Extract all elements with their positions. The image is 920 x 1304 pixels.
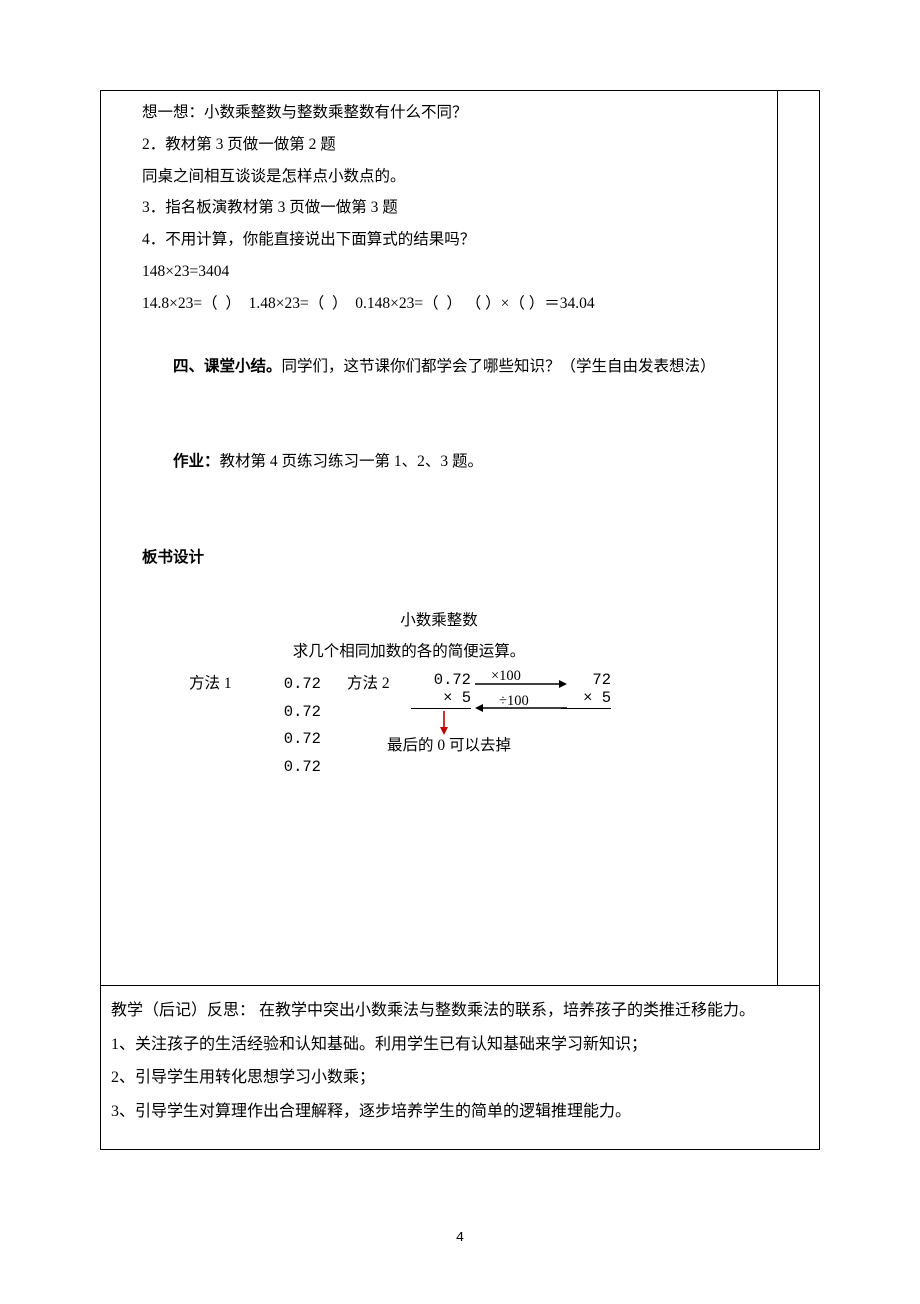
page-number: 4: [0, 1230, 920, 1246]
text-span: 同学们，这节课你们都学会了哪些知识？（学生自由发表想法）: [282, 358, 716, 375]
arrow-right-icon: [473, 677, 569, 691]
text-line: 作业：教材第 4 页练习练习一第 1、2、3 题。: [111, 415, 767, 510]
text-line: 148×23=3404: [111, 256, 767, 288]
methods-diagram: 方法 1 0.72 0.72 0.72 0.72 方法 2 0.72 × 5: [111, 671, 767, 931]
reflection-cell: 教学（后记）反思： 在教学中突出小数乘法与整数乘法的联系，培养孩子的类推迁移能力…: [101, 986, 820, 1149]
text-line: 4．不用计算，你能直接说出下面算式的结果吗？: [111, 224, 767, 256]
addend: 0.72: [271, 699, 321, 727]
reflection-line: 1、关注孩子的生活经验和认知基础。利用学生已有认知基础来学习新知识；: [111, 1028, 809, 1062]
side-margin-cell: [778, 91, 820, 986]
reflection-line: 3、引导学生对算理作出合理解释，逐步培养学生的简单的逻辑推理能力。: [111, 1095, 809, 1129]
text-line: 3．指名板演教材第 3 页做一做第 3 题: [111, 192, 767, 224]
arrow-left-icon: [473, 701, 569, 715]
addend: 0.72: [271, 726, 321, 754]
multiplicand: 0.72: [411, 671, 471, 689]
page: 想一想：小数乘整数与整数乘整数有什么不同？ 2．教材第 3 页做一做第 2 题 …: [0, 0, 920, 1304]
reflection-line: 教学（后记）反思： 在教学中突出小数乘法与整数乘法的联系，培养孩子的类推迁移能力…: [111, 994, 809, 1028]
method2-left-mult: 0.72 × 5: [411, 671, 471, 709]
content-table: 想一想：小数乘整数与整数乘整数有什么不同？ 2．教材第 3 页做一做第 2 题 …: [100, 90, 820, 1150]
multiplier-row: × 5: [411, 689, 471, 709]
note-text: 最后的 0 可以去掉: [387, 733, 511, 755]
text-span: 教材第 4 页练习练习一第 1、2、3 题。: [220, 453, 484, 470]
addend: 0.72: [271, 671, 321, 699]
board-title: 小数乘整数: [111, 605, 767, 636]
section-title: 四、课堂小结。: [173, 358, 282, 375]
text-line: 四、课堂小结。同学们，这节课你们都学会了哪些知识？（学生自由发表想法）: [111, 319, 767, 414]
board-subtitle: 求几个相同加数的各的简便运算。: [51, 636, 767, 667]
addend: 0.72: [271, 754, 321, 782]
text-line: 同桌之间相互谈谈是怎样点小数点的。: [111, 161, 767, 193]
method1-label: 方法 1: [189, 671, 232, 693]
reflection-line: 2、引导学生用转化思想学习小数乘；: [111, 1061, 809, 1095]
text-line: 14.8×23=（ ） 1.48×23=（ ） 0.148×23=（ ） （ ）…: [111, 288, 767, 320]
homework-label: 作业：: [173, 453, 220, 470]
text-line: 想一想：小数乘整数与整数乘整数有什么不同？: [111, 97, 767, 129]
board-design-area: 小数乘整数 求几个相同加数的各的简便运算。 方法 1 0.72 0.72 0.7…: [111, 605, 767, 975]
method1-column: 0.72 0.72 0.72 0.72: [271, 671, 321, 781]
board-heading: 板书设计: [111, 510, 767, 605]
main-content-cell: 想一想：小数乘整数与整数乘整数有什么不同？ 2．教材第 3 页做一做第 2 题 …: [101, 91, 778, 986]
text-line: 2．教材第 3 页做一做第 2 题: [111, 129, 767, 161]
method2-label: 方法 2: [347, 671, 390, 693]
